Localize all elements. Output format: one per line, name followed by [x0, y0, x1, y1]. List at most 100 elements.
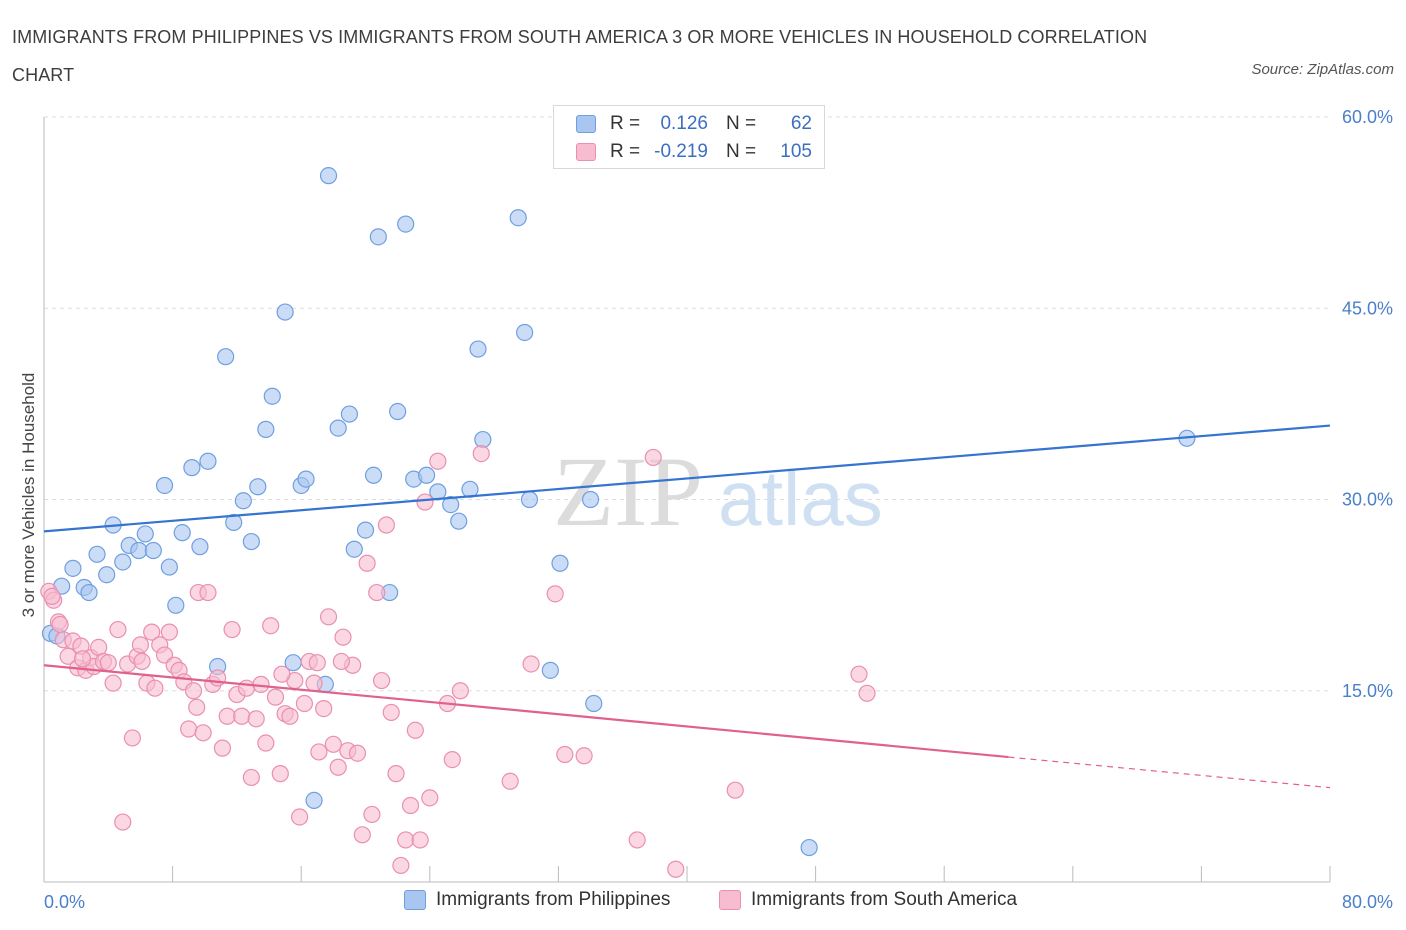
- point-1-42: [237, 679, 256, 697]
- point-0-16: [183, 459, 201, 477]
- point-0-56: [581, 490, 600, 509]
- point-0-37: [356, 521, 375, 539]
- point-1-74: [392, 856, 410, 875]
- bottom-legend-label-philippines: Immigrants from Philippines: [436, 889, 671, 910]
- point-1-73: [387, 765, 405, 783]
- grid-lines: [44, 116, 1330, 692]
- point-0-4: [88, 545, 106, 563]
- legend-r-label: R =: [610, 113, 641, 134]
- point-1-75: [397, 831, 415, 849]
- point-0-1: [64, 559, 82, 577]
- watermark-zip: ZIP: [553, 436, 703, 547]
- axes: [43, 117, 1331, 883]
- point-1-30: [180, 720, 198, 738]
- point-1-89: [556, 745, 574, 764]
- point-1-22: [143, 623, 161, 641]
- point-0-33: [319, 167, 338, 185]
- point-0-51: [509, 209, 527, 227]
- point-1-34: [199, 583, 217, 602]
- y-tick-label-2: 45.0%: [1342, 298, 1393, 318]
- trend-lines: [43, 424, 1331, 789]
- watermark-atlas: atlas: [718, 454, 883, 542]
- legend-swatch-philippines: [576, 115, 596, 133]
- point-1-72: [382, 703, 400, 722]
- point-1-77: [406, 721, 424, 739]
- point-1-71: [377, 516, 395, 534]
- bottom-legend-swatch-philippines: [404, 890, 426, 910]
- point-0-44: [417, 466, 436, 484]
- point-0-38: [364, 466, 383, 484]
- legend-row-south-america: R = -0.219 N = 105: [576, 139, 812, 165]
- legend-row-philippines: R = 0.126 N = 62: [576, 111, 812, 137]
- point-0-47: [450, 512, 468, 530]
- point-1-58: [315, 699, 333, 718]
- x-tick-label-1: 80.0%: [1342, 892, 1393, 912]
- point-0-11: [144, 541, 162, 560]
- point-1-70: [372, 671, 391, 690]
- point-1-60: [324, 735, 342, 753]
- point-1-78: [411, 831, 429, 849]
- watermark: ZIP atlas: [553, 436, 883, 547]
- point-0-10: [136, 525, 154, 543]
- point-0-27: [276, 303, 294, 321]
- point-1-85: [472, 445, 490, 463]
- point-1-97: [43, 587, 61, 606]
- point-0-7: [114, 553, 132, 571]
- trend-line-1-dashed: [1008, 756, 1331, 789]
- point-1-43: [242, 768, 260, 787]
- point-1-15: [109, 620, 127, 639]
- point-0-5: [98, 566, 116, 584]
- point-0-14: [167, 596, 185, 614]
- point-1-61: [329, 758, 347, 776]
- point-1-47: [262, 617, 280, 635]
- legend-n-label: N =: [726, 113, 757, 134]
- point-1-88: [546, 585, 564, 603]
- point-1-31: [184, 682, 203, 700]
- point-1-103: [308, 654, 326, 672]
- point-0-54: [541, 661, 559, 679]
- trend-line-0: [43, 424, 1331, 533]
- point-0-41: [389, 402, 407, 421]
- bottom-legend-philippines: Immigrants from Philippines: [404, 889, 670, 911]
- point-1-87: [522, 655, 540, 673]
- point-1-37: [213, 739, 232, 757]
- point-1-67: [358, 554, 376, 572]
- point-1-81: [429, 452, 447, 470]
- point-1-49: [271, 765, 289, 783]
- bottom-legend-label-south-america: Immigrants from South America: [751, 889, 1018, 910]
- point-1-93: [667, 860, 685, 878]
- point-0-17: [191, 538, 209, 556]
- point-1-20: [133, 652, 151, 671]
- legend: R = 0.126 N = 62 R = -0.219 N = 105: [553, 105, 825, 169]
- point-1-86: [501, 772, 519, 790]
- point-1-14: [104, 674, 122, 692]
- point-1-18: [123, 729, 142, 747]
- point-1-16: [114, 813, 132, 831]
- point-0-57: [585, 694, 603, 713]
- legend-n-label: N =: [726, 141, 757, 162]
- point-0-3: [80, 583, 98, 602]
- point-1-44: [247, 710, 265, 728]
- point-0-52: [516, 323, 534, 342]
- point-1-102: [273, 665, 291, 683]
- point-1-53: [290, 808, 309, 826]
- point-1-100: [131, 636, 150, 654]
- bottom-legend-south-america: Immigrants from South America: [719, 889, 1017, 911]
- point-1-98: [51, 615, 69, 634]
- legend-swatch-south-america: [576, 143, 596, 161]
- legend-r-label: R =: [610, 141, 641, 162]
- point-1-99: [73, 650, 92, 668]
- point-0-12: [155, 476, 174, 495]
- point-1-38: [218, 707, 236, 725]
- point-1-96: [858, 684, 876, 702]
- point-1-83: [443, 750, 461, 769]
- trend-line-1: [43, 664, 1009, 759]
- y-tick-label-3: 60.0%: [1342, 107, 1393, 127]
- point-1-80: [421, 789, 439, 807]
- point-1-51: [281, 707, 299, 725]
- point-1-104: [332, 652, 350, 671]
- point-0-35: [340, 405, 359, 423]
- point-1-101: [188, 698, 206, 716]
- point-1-76: [401, 796, 420, 815]
- point-1-68: [363, 805, 381, 824]
